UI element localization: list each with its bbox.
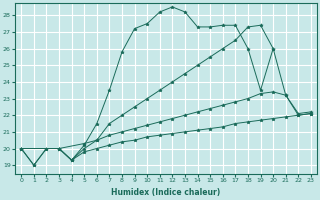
X-axis label: Humidex (Indice chaleur): Humidex (Indice chaleur) [111, 188, 221, 197]
